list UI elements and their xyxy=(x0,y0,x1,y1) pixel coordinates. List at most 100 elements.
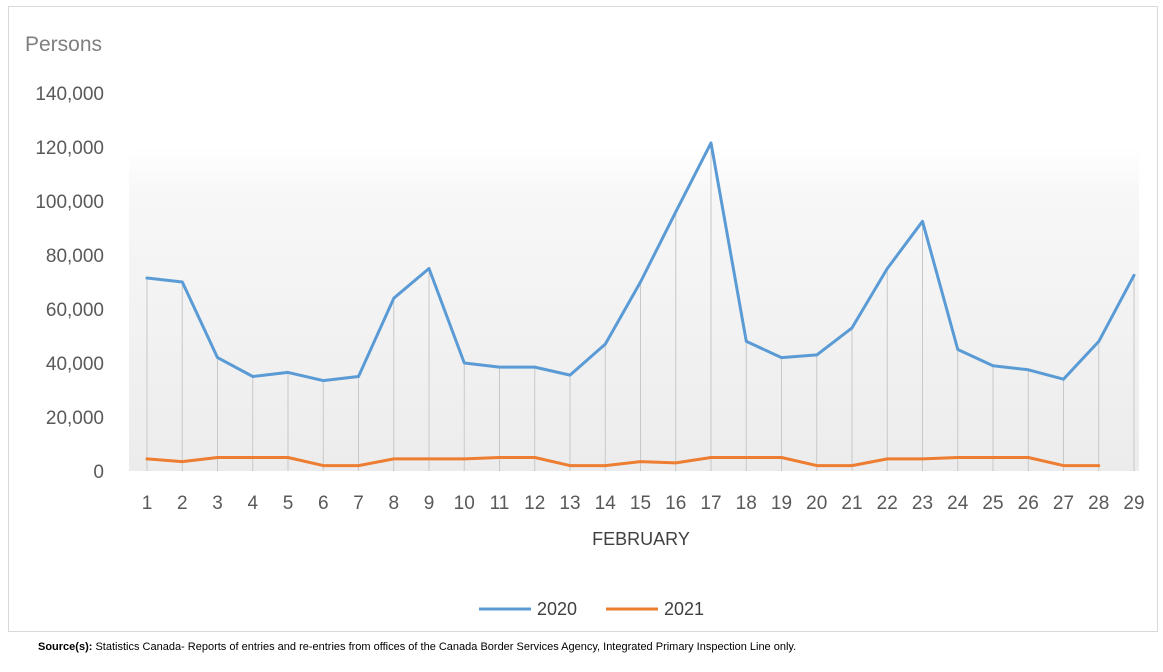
data-point-2021 xyxy=(1027,456,1030,459)
data-point-2021 xyxy=(322,464,325,467)
x-tick-label: 8 xyxy=(388,493,399,514)
data-point-2021 xyxy=(921,457,924,460)
data-point-2020 xyxy=(287,371,290,374)
legend-label-2020: 2020 xyxy=(537,599,577,619)
data-point-2021 xyxy=(851,464,854,467)
data-point-2021 xyxy=(815,464,818,467)
y-tick-label: 20,000 xyxy=(46,408,104,429)
data-point-2021 xyxy=(287,456,290,459)
data-point-2020 xyxy=(1097,340,1100,343)
series-line-2021 xyxy=(145,456,1101,468)
data-point-2020 xyxy=(956,348,959,351)
data-point-2020 xyxy=(1027,368,1030,371)
y-tick-label: 100,000 xyxy=(35,192,104,213)
x-tick-label: 16 xyxy=(665,493,686,514)
data-point-2021 xyxy=(463,457,466,460)
data-point-2021 xyxy=(146,457,149,460)
x-tick-label: 23 xyxy=(912,493,933,514)
data-point-2020 xyxy=(886,267,889,270)
data-point-2020 xyxy=(674,210,677,213)
data-point-2021 xyxy=(745,456,748,459)
data-point-2021 xyxy=(1062,464,1065,467)
data-point-2020 xyxy=(569,374,572,377)
x-tick-label: 19 xyxy=(771,493,792,514)
data-point-2020 xyxy=(604,343,607,346)
series-line-2020 xyxy=(145,141,1136,383)
line-chart: Persons 0 20,000 40,000 60,000 80,000 100,000… xyxy=(25,33,1145,619)
x-tick-label: 25 xyxy=(982,493,1003,514)
data-point-2020 xyxy=(216,356,219,359)
data-point-2021 xyxy=(604,464,607,467)
data-point-2021 xyxy=(251,456,254,459)
x-tick-label: 20 xyxy=(806,493,827,514)
source-label: Source(s): xyxy=(38,641,93,653)
data-point-2020 xyxy=(463,362,466,365)
source-text: Statistics Canada- Reports of entries an… xyxy=(92,641,797,653)
data-point-2020 xyxy=(181,281,184,284)
data-point-2020 xyxy=(357,375,360,378)
data-point-2021 xyxy=(357,464,360,467)
data-point-2021 xyxy=(569,464,572,467)
y-unit-label: Persons xyxy=(25,33,102,56)
y-tick-label: 140,000 xyxy=(35,84,104,105)
data-point-2020 xyxy=(745,340,748,343)
data-point-2021 xyxy=(780,456,783,459)
data-point-2021 xyxy=(992,456,995,459)
data-point-2021 xyxy=(428,457,431,460)
x-tick-label: 3 xyxy=(212,493,223,514)
data-point-2020 xyxy=(1062,378,1065,381)
data-point-2020 xyxy=(498,366,501,369)
x-tick-label: 18 xyxy=(736,493,757,514)
data-point-2021 xyxy=(710,456,713,459)
x-tick-label: 4 xyxy=(247,493,258,514)
data-point-2021 xyxy=(392,457,395,460)
data-point-2021 xyxy=(639,460,642,463)
x-tick-label: 11 xyxy=(490,493,510,514)
x-tick-label: 15 xyxy=(630,493,651,514)
data-point-2020 xyxy=(815,353,818,356)
legend-label-2021: 2021 xyxy=(664,599,704,619)
data-point-2021 xyxy=(886,457,889,460)
y-tick-label: 0 xyxy=(93,462,104,483)
x-tick-label: 6 xyxy=(318,493,329,514)
data-point-2021 xyxy=(498,456,501,459)
source-note: Source(s): Statistics Canada- Reports of… xyxy=(38,641,796,653)
data-point-2020 xyxy=(1133,274,1136,277)
x-tick-label: 26 xyxy=(1018,493,1039,514)
data-point-2021 xyxy=(533,456,536,459)
data-point-2020 xyxy=(322,379,325,382)
y-tick-label: 120,000 xyxy=(35,138,104,159)
x-tick-label: 27 xyxy=(1053,493,1074,514)
data-point-2020 xyxy=(639,281,642,284)
x-tick-label: 1 xyxy=(142,493,153,514)
drop-lines xyxy=(146,142,1135,471)
plot-area-background xyxy=(129,147,1139,471)
data-point-2021 xyxy=(674,461,677,464)
data-point-2020 xyxy=(428,267,431,270)
series-layer xyxy=(145,141,1136,468)
data-point-2020 xyxy=(921,220,924,223)
data-point-2020 xyxy=(251,375,254,378)
x-tick-label: 17 xyxy=(700,493,721,514)
y-axis-ticks: 0 20,000 40,000 60,000 80,000 100,000 120,000 1… xyxy=(35,84,104,483)
x-tick-label: 29 xyxy=(1123,493,1144,514)
data-point-2020 xyxy=(710,141,713,144)
x-tick-label: 10 xyxy=(454,493,475,514)
data-point-2020 xyxy=(533,366,536,369)
data-point-2020 xyxy=(851,326,854,329)
data-point-2021 xyxy=(216,456,219,459)
x-tick-label: 24 xyxy=(947,493,969,514)
y-tick-label: 40,000 xyxy=(46,354,104,375)
data-point-2020 xyxy=(392,297,395,300)
x-tick-label: 9 xyxy=(424,493,435,514)
y-tick-label: 80,000 xyxy=(46,246,104,267)
x-tick-label: 12 xyxy=(524,493,545,514)
y-tick-label: 60,000 xyxy=(46,300,104,321)
data-point-2021 xyxy=(956,456,959,459)
x-axis-title: FEBRUARY xyxy=(592,529,690,549)
x-axis-ticks: 1 2 3 4 5 6 7 8 9 10 11 12 13 14 15 16 17 18 19 20 21 22 23 24 2… xyxy=(142,493,1145,514)
x-tick-label: 14 xyxy=(595,493,617,514)
x-tick-label: 22 xyxy=(877,493,898,514)
x-tick-label: 7 xyxy=(353,493,364,514)
data-point-2021 xyxy=(181,460,184,463)
